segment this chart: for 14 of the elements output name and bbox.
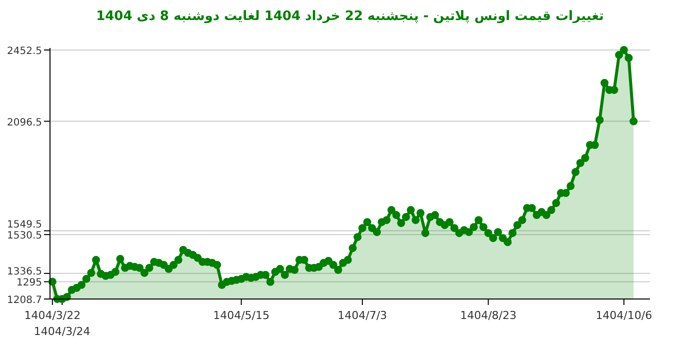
x-tick-label: 1404/10/6: [596, 309, 652, 322]
y-tick-label: 1295: [16, 278, 42, 289]
x-tick-label: 1404/7/3: [338, 309, 388, 322]
y-tick-label: 1336.5: [7, 266, 42, 278]
y-tick-label: 2096.5: [7, 117, 42, 128]
y-tick-label: 1208.7: [7, 295, 42, 306]
y-tick-label: 2452.5: [7, 46, 42, 57]
x-tick-label: 1404/3/24: [34, 325, 90, 338]
chart-title: تغییرات قیمت اونس پلاتین - پنجشنبه 22 خرداد 1404 لغایت دوشنبه 8 دی 1404: [96, 9, 604, 24]
x-tick-label: 1404/5/15: [213, 309, 270, 322]
y-tick-label: 1549.5: [7, 220, 42, 231]
y-tick-label: 1530.5: [7, 230, 42, 242]
x-tick-label: 1404/8/23: [460, 309, 516, 322]
x-tick-label: 1404/3/22: [24, 309, 81, 322]
